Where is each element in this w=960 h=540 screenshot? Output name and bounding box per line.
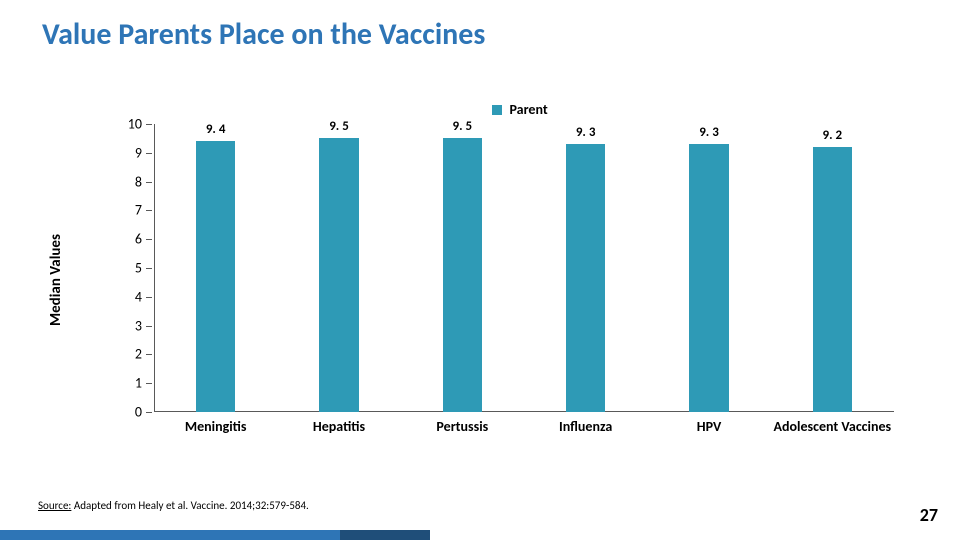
y-tick-label: 3 — [118, 317, 142, 334]
bar-chart: Parent Median Values 0123456789109. 4Men… — [120, 100, 920, 460]
bar-value-label: 9. 3 — [689, 125, 728, 140]
y-tick — [146, 239, 152, 240]
y-tick-label: 5 — [118, 260, 142, 277]
footer-accent-bar — [0, 530, 340, 540]
x-axis-line — [154, 411, 894, 412]
y-tick — [146, 210, 152, 211]
bar-value-label: 9. 2 — [813, 128, 852, 143]
bar-rect — [319, 138, 358, 412]
y-tick — [146, 297, 152, 298]
x-category-label: Influenza — [524, 418, 647, 435]
bar-value-label: 9. 5 — [443, 119, 482, 134]
bar-rect — [566, 144, 605, 412]
y-tick-label: 8 — [118, 173, 142, 190]
y-tick — [146, 268, 152, 269]
x-category-label: Meningitis — [154, 418, 277, 435]
y-tick — [146, 182, 152, 183]
page-number: 27 — [920, 504, 938, 526]
y-tick-label: 9 — [118, 144, 142, 161]
bar-rect — [813, 147, 852, 412]
chart-legend: Parent — [120, 100, 920, 118]
source-citation: Source: Adapted from Healy et al. Vaccin… — [38, 499, 309, 512]
bar: 9. 2 — [813, 147, 852, 412]
y-tick — [146, 383, 152, 384]
source-label: Source: — [38, 499, 71, 512]
y-tick-label: 2 — [118, 346, 142, 363]
y-tick — [146, 354, 152, 355]
bar-rect — [196, 141, 235, 412]
y-axis-line — [154, 124, 155, 412]
bar-value-label: 9. 4 — [196, 122, 235, 137]
slide: Value Parents Place on the Vaccines Pare… — [0, 0, 960, 540]
y-tick — [146, 326, 152, 327]
y-tick-label: 6 — [118, 231, 142, 248]
y-tick — [146, 124, 152, 125]
bar: 9. 5 — [443, 138, 482, 412]
bar: 9. 5 — [319, 138, 358, 412]
y-tick-label: 4 — [118, 288, 142, 305]
x-category-label: Adolescent Vaccines — [771, 418, 894, 435]
page-title: Value Parents Place on the Vaccines — [42, 16, 485, 53]
y-tick — [146, 412, 152, 413]
x-category-label: Hepatitis — [277, 418, 400, 435]
legend-label: Parent — [509, 101, 547, 118]
x-category-label: HPV — [647, 418, 770, 435]
y-tick-label: 10 — [118, 116, 142, 133]
y-tick-label: 0 — [118, 404, 142, 421]
x-category-label: Pertussis — [401, 418, 524, 435]
bar: 9. 4 — [196, 141, 235, 412]
bar-value-label: 9. 5 — [319, 119, 358, 134]
footer-accent-bar-dark — [340, 530, 430, 540]
bar: 9. 3 — [689, 144, 728, 412]
y-tick — [146, 153, 152, 154]
bar-rect — [443, 138, 482, 412]
bar: 9. 3 — [566, 144, 605, 412]
y-tick-label: 1 — [118, 375, 142, 392]
plot-area: 0123456789109. 4Meningitis9. 5Hepatitis9… — [154, 124, 894, 412]
bar-value-label: 9. 3 — [566, 125, 605, 140]
y-tick-label: 7 — [118, 202, 142, 219]
y-axis-label: Median Values — [47, 234, 65, 326]
source-text: Adapted from Healy et al. Vaccine. 2014;… — [71, 499, 308, 512]
bar-rect — [689, 144, 728, 412]
legend-swatch-icon — [492, 105, 502, 115]
